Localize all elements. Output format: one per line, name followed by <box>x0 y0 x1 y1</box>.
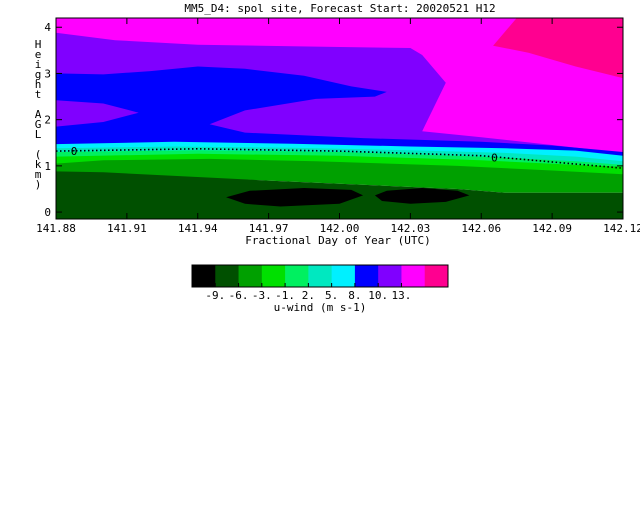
y-tick-label: 0 <box>44 206 51 219</box>
colorbar-swatch <box>401 265 426 287</box>
y-axis-label-char: i <box>35 58 42 71</box>
colorbar: -9. -6. -3. -1. 2. 5. 8. 10. 13. <box>191 264 449 302</box>
x-tick-label: 141.88 <box>36 222 76 235</box>
y-axis-label-char: t <box>35 88 42 101</box>
colorbar-tick-label: 10. <box>368 289 388 302</box>
colorbar-tick-label: 8. <box>348 289 361 302</box>
colorbar-tick-label: 2. <box>302 289 315 302</box>
contour-region-3 <box>56 66 623 165</box>
x-tick-label: 141.91 <box>107 222 147 235</box>
colorbar-swatch <box>192 265 216 287</box>
contour-region-8 <box>56 158 623 193</box>
colorbar-tick-label: -3. <box>252 289 272 302</box>
y-axis: 0 1 2 3 4 <box>44 21 623 219</box>
colorbar-tick-label: -1. <box>275 289 295 302</box>
y-axis-label-char: ) <box>35 178 42 191</box>
colorbar-swatch <box>261 265 286 287</box>
x-tick-label: 142.00 <box>320 222 360 235</box>
x-tick-label: 142.03 <box>391 222 431 235</box>
x-tick-label: 141.94 <box>178 222 218 235</box>
x-tick-label: 142.12 <box>603 222 640 235</box>
y-axis-label-char: G <box>35 118 42 131</box>
colorbar-swatch <box>215 265 240 287</box>
contour-label: 0 <box>491 152 498 165</box>
y-tick-label: 2 <box>44 114 51 127</box>
colorbar-tick-label: 5. <box>325 289 338 302</box>
colorbar-swatch <box>285 265 309 287</box>
colorbar-swatch <box>424 265 449 287</box>
y-axis-label-char: L <box>35 128 42 141</box>
contour-region-1 <box>56 18 623 153</box>
x-tick-label: 141.97 <box>249 222 289 235</box>
y-axis-label-char: H <box>35 38 42 51</box>
colorbar-tick-label: 13. <box>392 289 412 302</box>
y-axis-label-char: A <box>35 108 42 121</box>
x-axis: 141.88 141.91 141.94 141.97 142.00 142.03 142.… <box>36 18 640 235</box>
x-axis-label: Fractional Day of Year (UTC) <box>245 234 430 247</box>
y-tick-label: 1 <box>44 160 51 173</box>
colorbar-swatch <box>308 265 333 287</box>
contour-region-10 <box>226 188 364 207</box>
y-tick-label: 4 <box>44 21 51 34</box>
y-axis-label-char: e <box>35 48 42 61</box>
chart-title: MM5_D4: spol site, Forecast Start: 20020… <box>184 2 495 15</box>
x-tick-label: 142.06 <box>461 222 501 235</box>
colorbar-tick-label: -9. <box>205 289 225 302</box>
colorbar-swatch <box>378 265 402 287</box>
colorbar-tick-label: -6. <box>229 289 249 302</box>
colorbar-label: u-wind (m s-1) <box>274 301 367 314</box>
y-tick-label: 3 <box>44 67 51 80</box>
contour-region-2 <box>493 18 623 79</box>
x-tick-label: 142.09 <box>532 222 572 235</box>
y-axis-label-char: k <box>35 158 42 171</box>
contour-label: 0 <box>71 145 78 158</box>
contour-region-11 <box>374 188 470 204</box>
colorbar-swatch <box>331 265 356 287</box>
colorbar-swatch <box>238 265 263 287</box>
colorbar-swatch <box>354 265 379 287</box>
y-axis-label-char: ( <box>35 148 42 161</box>
y-axis-label-char: g <box>35 68 42 81</box>
y-axis-label-char: m <box>35 168 42 181</box>
zero-contour-line <box>56 147 623 169</box>
colorbar-frame <box>191 264 449 288</box>
y-axis-label-char: h <box>35 78 42 91</box>
